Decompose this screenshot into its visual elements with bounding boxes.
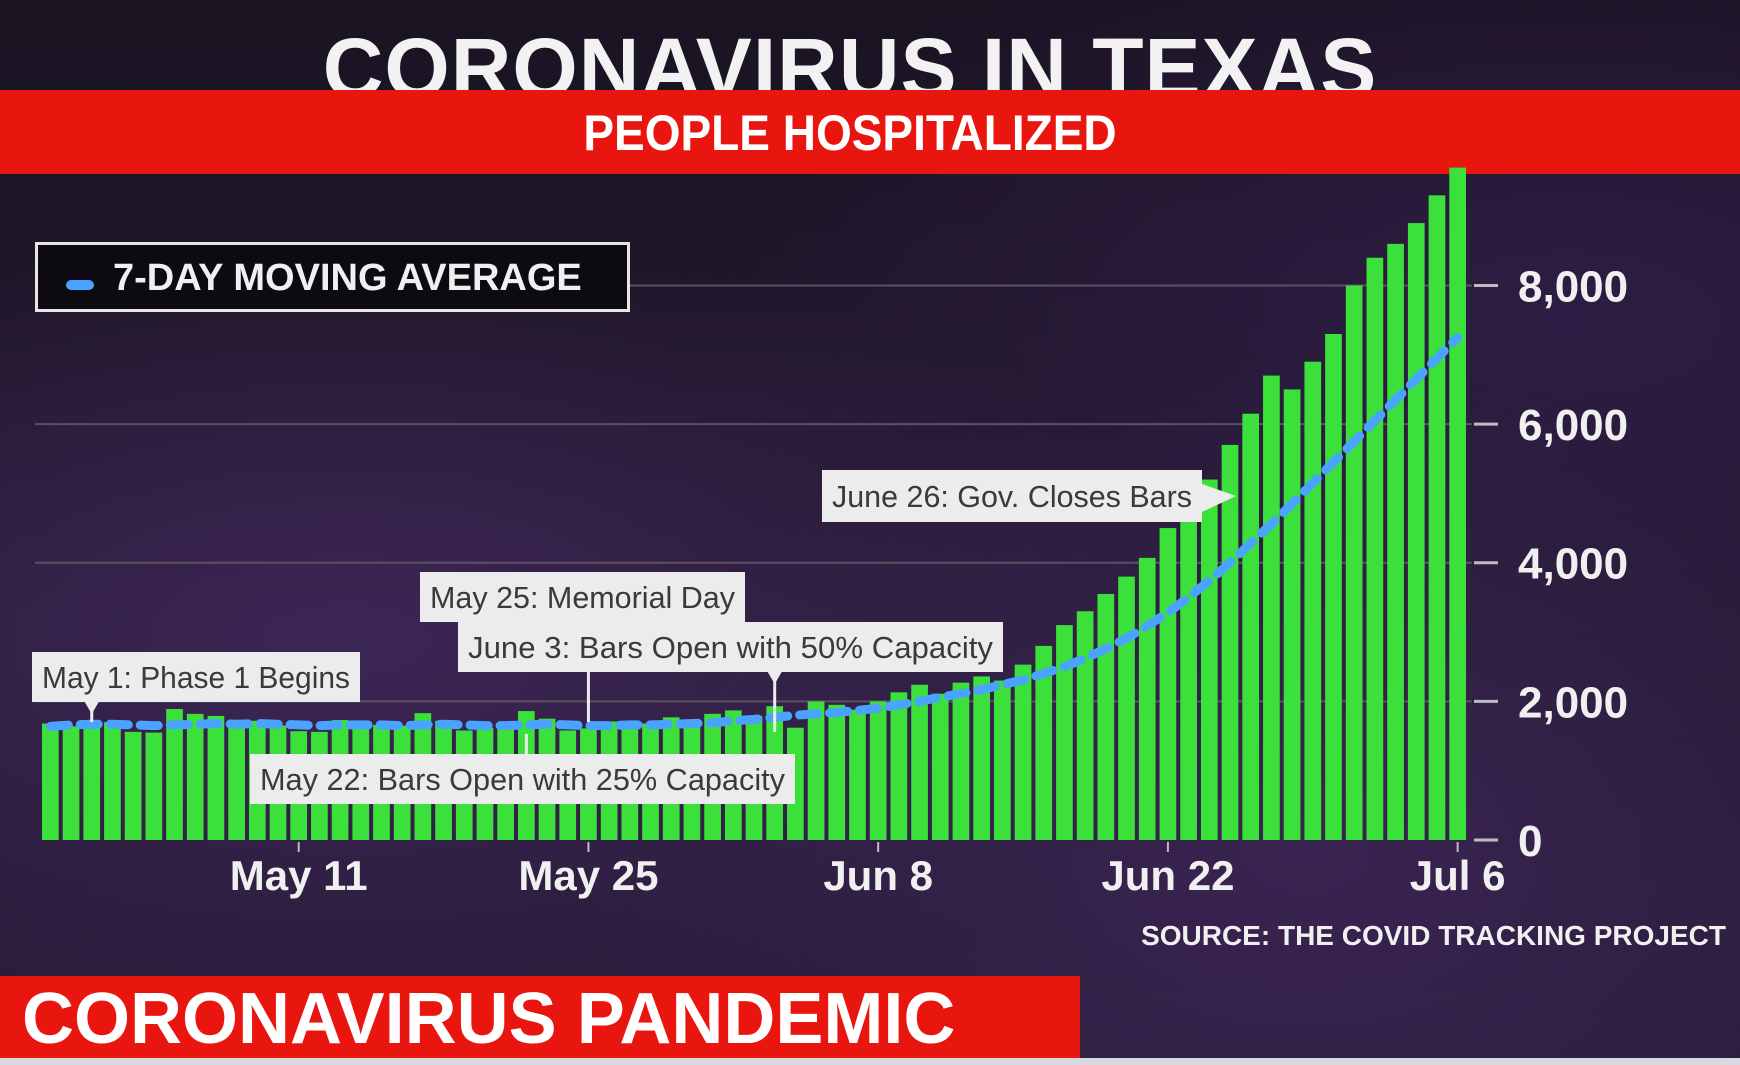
bar bbox=[1118, 576, 1135, 840]
x-tick-label: Jul 6 bbox=[1410, 852, 1506, 899]
bar bbox=[1200, 479, 1218, 840]
bar bbox=[1387, 243, 1404, 840]
annotation-label: May 25: Memorial Day bbox=[430, 580, 735, 615]
annotation-box bbox=[458, 622, 1003, 672]
legend-label: 7-DAY MOVING AVERAGE bbox=[113, 257, 582, 299]
annotation-box bbox=[250, 754, 795, 804]
annotation-arrow bbox=[84, 702, 99, 714]
chart-subtitle: PEOPLE HOSPITALIZED bbox=[583, 105, 1117, 161]
bar bbox=[1325, 333, 1342, 840]
annotation-label: May 1: Phase 1 Begins bbox=[42, 660, 350, 695]
bar bbox=[869, 701, 887, 840]
bar bbox=[1056, 625, 1073, 840]
y-tick-label: 6,000 bbox=[1518, 401, 1628, 450]
bar bbox=[124, 731, 142, 840]
source-credit: SOURCE: THE COVID TRACKING PROJECT bbox=[1141, 920, 1726, 951]
annotation-label: June 26: Gov. Closes Bars bbox=[832, 479, 1192, 514]
y-tick-label: 0 bbox=[1518, 817, 1542, 866]
bar bbox=[807, 701, 825, 840]
bar bbox=[207, 715, 225, 840]
bar bbox=[228, 722, 245, 840]
bar bbox=[931, 693, 949, 840]
bar bbox=[1221, 444, 1239, 840]
y-tick-label: 8,000 bbox=[1518, 262, 1628, 311]
annotation-arrow bbox=[1202, 484, 1236, 512]
annotation-label: June 3: Bars Open with 50% Capacity bbox=[468, 630, 993, 665]
bar bbox=[1428, 195, 1446, 840]
bar bbox=[1159, 528, 1177, 840]
bar bbox=[1180, 507, 1197, 840]
annotation-box bbox=[420, 572, 745, 622]
bar bbox=[145, 732, 163, 840]
bar bbox=[849, 709, 866, 840]
bar bbox=[1304, 361, 1322, 840]
bar bbox=[1035, 645, 1053, 840]
x-tick-label: May 11 bbox=[230, 852, 368, 899]
legend-line-swatch bbox=[66, 280, 94, 290]
annotation-box bbox=[822, 470, 1202, 522]
ticker-label: CORONAVIRUS PANDEMIC bbox=[22, 979, 956, 1059]
bar bbox=[890, 692, 908, 840]
bar bbox=[1097, 593, 1115, 840]
moving-average-line bbox=[45, 332, 1463, 731]
bar bbox=[828, 704, 846, 840]
bar bbox=[1345, 285, 1363, 840]
bar bbox=[83, 720, 101, 840]
bar bbox=[62, 726, 80, 840]
annotation-box bbox=[32, 652, 360, 702]
x-tick-label: Jun 8 bbox=[823, 852, 933, 899]
bar bbox=[911, 684, 928, 840]
bar bbox=[973, 676, 990, 840]
legend: 7-DAY MOVING AVERAGE bbox=[35, 242, 630, 312]
bar bbox=[1449, 167, 1466, 840]
bar bbox=[186, 713, 204, 840]
bar bbox=[1138, 557, 1156, 840]
bar bbox=[1014, 664, 1032, 840]
y-tick-label: 4,000 bbox=[1518, 540, 1628, 589]
bar bbox=[42, 723, 59, 840]
bar bbox=[166, 708, 183, 840]
x-tick-label: May 25 bbox=[518, 852, 658, 899]
bottom-strip bbox=[0, 1058, 1740, 1065]
annotation-label: May 22: Bars Open with 25% Capacity bbox=[260, 762, 785, 797]
bar bbox=[1283, 389, 1301, 840]
bar bbox=[1242, 413, 1260, 840]
bar bbox=[994, 680, 1011, 840]
bar bbox=[952, 682, 970, 840]
y-tick-label: 2,000 bbox=[1518, 678, 1628, 727]
bar bbox=[1263, 375, 1280, 840]
annotation-arrow bbox=[767, 672, 782, 684]
x-tick-label: Jun 22 bbox=[1101, 852, 1234, 899]
bar bbox=[1076, 611, 1094, 840]
bar bbox=[1366, 257, 1384, 840]
ticker-banner bbox=[0, 976, 1080, 1058]
bar bbox=[1407, 223, 1425, 840]
subtitle-banner bbox=[0, 90, 1740, 174]
bar bbox=[104, 722, 121, 840]
